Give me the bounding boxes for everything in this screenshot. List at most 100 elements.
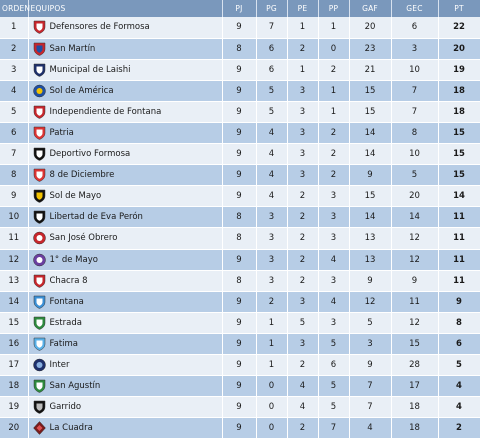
team-name[interactable]: Inter bbox=[49, 360, 70, 371]
table-row[interactable]: 19 Garrido 9 0 4 5 7 18 4 bbox=[0, 396, 480, 419]
gaf-cell: 15 bbox=[349, 101, 392, 123]
gaf-cell: 9 bbox=[349, 164, 392, 187]
header-orden[interactable]: ORDEN bbox=[0, 0, 30, 17]
table-row[interactable]: 12 1° de Mayo 9 3 2 4 13 12 11 bbox=[0, 249, 480, 271]
position-cell: 16 bbox=[0, 333, 29, 356]
table-row[interactable]: 2 San Martín 8 6 2 0 23 3 20 bbox=[0, 38, 480, 60]
team-name[interactable]: Libertad de Eva Perón bbox=[49, 212, 143, 223]
team-name[interactable]: La Cuadra bbox=[49, 423, 93, 434]
header-pp[interactable]: PP bbox=[318, 0, 350, 17]
table-row[interactable]: 11 San José Obrero 8 3 2 3 13 12 11 bbox=[0, 227, 480, 250]
table-row[interactable]: 5 Independiente de Fontana 9 5 3 1 15 7 18 bbox=[0, 101, 480, 123]
pg-cell: 0 bbox=[256, 417, 288, 440]
pp-cell: 2 bbox=[318, 122, 350, 145]
table-row[interactable]: 1 Defensores de Formosa 9 7 1 1 20 6 22 bbox=[0, 17, 480, 39]
pt-cell: 15 bbox=[438, 143, 480, 166]
pe-cell: 2 bbox=[287, 270, 319, 292]
position-cell: 9 bbox=[0, 185, 29, 208]
header-gaf[interactable]: GAF bbox=[349, 0, 392, 17]
pg-cell: 6 bbox=[256, 59, 288, 81]
header-gec[interactable]: GEC bbox=[391, 0, 439, 17]
gec-cell: 18 bbox=[391, 417, 439, 440]
pp-cell: 3 bbox=[318, 312, 350, 334]
pj-cell: 9 bbox=[222, 143, 257, 166]
gec-cell: 10 bbox=[391, 143, 439, 166]
team-name[interactable]: Independiente de Fontana bbox=[49, 106, 162, 117]
pt-cell: 15 bbox=[438, 122, 480, 145]
team-name[interactable]: Sol de Mayo bbox=[49, 191, 102, 202]
pg-cell: 6 bbox=[256, 38, 288, 60]
team-name[interactable]: 8 de Diciembre bbox=[49, 170, 115, 181]
header-pg[interactable]: PG bbox=[256, 0, 288, 17]
table-row[interactable]: 17 Inter 9 1 2 6 9 28 5 bbox=[0, 354, 480, 377]
team-name[interactable]: Fatima bbox=[49, 338, 79, 349]
shield-blackyellow-icon bbox=[33, 190, 45, 204]
pp-cell: 3 bbox=[318, 185, 350, 208]
gaf-cell: 7 bbox=[349, 396, 392, 419]
team-name[interactable]: Patria bbox=[49, 128, 74, 139]
table-row[interactable]: 4 Sol de América 9 5 3 1 15 7 18 bbox=[0, 80, 480, 102]
table-row[interactable]: 10 Libertad de Eva Perón 8 3 2 3 14 14 11 bbox=[0, 206, 480, 229]
gec-cell: 3 bbox=[391, 38, 439, 60]
table-row[interactable]: 7 Deportivo Formosa 9 4 3 2 14 10 15 bbox=[0, 143, 480, 166]
team-name[interactable]: 1° de Mayo bbox=[49, 254, 98, 265]
table-row[interactable]: 16 Fatima 9 1 3 5 3 15 6 bbox=[0, 333, 480, 356]
shield-redwhite-icon bbox=[33, 126, 45, 140]
gec-cell: 18 bbox=[391, 396, 439, 419]
position-cell: 17 bbox=[0, 354, 29, 377]
table-row[interactable]: 6 Patria 9 4 3 2 14 8 15 bbox=[0, 122, 480, 145]
position-cell: 20 bbox=[0, 417, 29, 440]
table-row[interactable]: 3 Municipal de Laishi 9 6 1 2 21 10 19 bbox=[0, 59, 480, 81]
team-name[interactable]: San Agustín bbox=[49, 381, 101, 392]
pg-cell: 0 bbox=[256, 375, 288, 398]
pj-cell: 9 bbox=[222, 333, 257, 356]
team-name[interactable]: Municipal de Laishi bbox=[49, 64, 131, 75]
pj-cell: 9 bbox=[222, 249, 257, 271]
table-row[interactable]: 9 Sol de Mayo 9 4 2 3 15 20 14 bbox=[0, 185, 480, 208]
gec-cell: 28 bbox=[391, 354, 439, 377]
table-row[interactable]: 20 La Cuadra 9 0 2 7 4 18 2 bbox=[0, 417, 480, 440]
pg-cell: 4 bbox=[256, 143, 288, 166]
team-name[interactable]: Sol de América bbox=[49, 85, 114, 96]
team-name[interactable]: Defensores de Formosa bbox=[49, 22, 150, 33]
pe-cell: 3 bbox=[287, 122, 319, 145]
position-cell: 5 bbox=[0, 101, 29, 123]
team-name[interactable]: Deportivo Formosa bbox=[49, 149, 131, 160]
table-row[interactable]: 15 Estrada 9 1 5 3 5 12 8 bbox=[0, 312, 480, 334]
team-name[interactable]: Fontana bbox=[49, 296, 84, 307]
table-row[interactable]: 14 Fontana 9 2 3 4 12 11 9 bbox=[0, 291, 480, 313]
pj-cell: 9 bbox=[222, 59, 257, 81]
shield-skyblue-icon bbox=[33, 337, 45, 351]
shield-blackwhite-icon bbox=[33, 211, 45, 225]
gaf-cell: 21 bbox=[349, 59, 392, 81]
team-name[interactable]: Chacra 8 bbox=[49, 275, 88, 286]
position-cell: 12 bbox=[0, 249, 29, 271]
position-cell: 7 bbox=[0, 143, 29, 166]
table-row[interactable]: 13 Chacra 8 8 3 2 3 9 9 11 bbox=[0, 270, 480, 292]
pt-cell: 20 bbox=[438, 38, 480, 60]
header-equipos[interactable]: EQUIPOS bbox=[28, 0, 223, 17]
position-cell: 1 bbox=[0, 17, 29, 39]
circle-blueyellow-icon bbox=[32, 84, 46, 98]
header-pj[interactable]: PJ bbox=[222, 0, 257, 17]
team-cell: San José Obrero bbox=[28, 227, 223, 250]
team-name[interactable]: San José Obrero bbox=[49, 233, 118, 244]
pt-cell: 9 bbox=[438, 291, 480, 313]
team-name[interactable]: Garrido bbox=[49, 402, 82, 413]
pp-cell: 5 bbox=[318, 396, 350, 419]
position-cell: 10 bbox=[0, 206, 29, 229]
gaf-cell: 15 bbox=[349, 80, 392, 102]
pt-cell: 14 bbox=[438, 185, 480, 208]
pg-cell: 3 bbox=[256, 206, 288, 229]
team-name[interactable]: San Martín bbox=[49, 43, 96, 54]
team-name[interactable]: Estrada bbox=[49, 317, 82, 328]
pp-cell: 4 bbox=[318, 291, 350, 313]
table-row[interactable]: 18 San Agustín 9 0 4 5 7 17 4 bbox=[0, 375, 480, 398]
circle-redwhite-icon bbox=[32, 232, 46, 245]
header-pt[interactable]: PT bbox=[438, 0, 480, 17]
position-cell: 4 bbox=[0, 80, 29, 102]
position-cell: 18 bbox=[0, 375, 29, 398]
header-pe[interactable]: PE bbox=[287, 0, 319, 17]
pj-cell: 9 bbox=[222, 80, 257, 102]
